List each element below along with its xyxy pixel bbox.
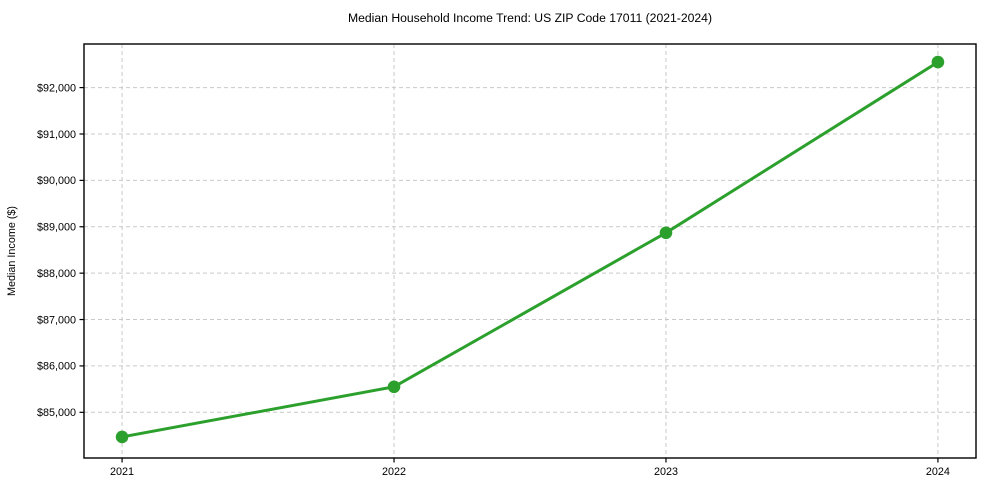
data-point-2021 bbox=[115, 430, 129, 444]
y-tick-label: $88,000 bbox=[37, 268, 76, 280]
y-tick-label: $92,000 bbox=[37, 82, 76, 94]
x-tick-label: 2022 bbox=[382, 466, 406, 478]
grid-lines bbox=[84, 44, 976, 458]
axes: $85,000 $86,000 $87,000 $88,000 $89,000 $90,0… bbox=[37, 43, 977, 478]
y-tick-label: $89,000 bbox=[37, 222, 76, 234]
x-tick-label: 2024 bbox=[926, 466, 950, 478]
data-point-2022 bbox=[387, 380, 401, 394]
trend-line-series bbox=[115, 55, 945, 444]
data-point-2024 bbox=[931, 55, 945, 69]
plot-frame bbox=[83, 43, 977, 459]
data-point-2023 bbox=[659, 226, 673, 240]
y-tick-label: $91,000 bbox=[37, 129, 76, 141]
y-tick-label: $85,000 bbox=[37, 407, 76, 419]
y-tick-label: $90,000 bbox=[37, 175, 76, 187]
trend-line bbox=[120, 60, 940, 439]
y-tick-label: $87,000 bbox=[37, 314, 76, 326]
y-axis-label: Median Income ($) bbox=[6, 206, 18, 296]
x-tick-label: 2023 bbox=[654, 466, 678, 478]
x-tick-label: 2021 bbox=[110, 466, 134, 478]
y-tick-label: $86,000 bbox=[37, 361, 76, 373]
chart-title: Median Household Income Trend: US ZIP Co… bbox=[348, 11, 712, 25]
